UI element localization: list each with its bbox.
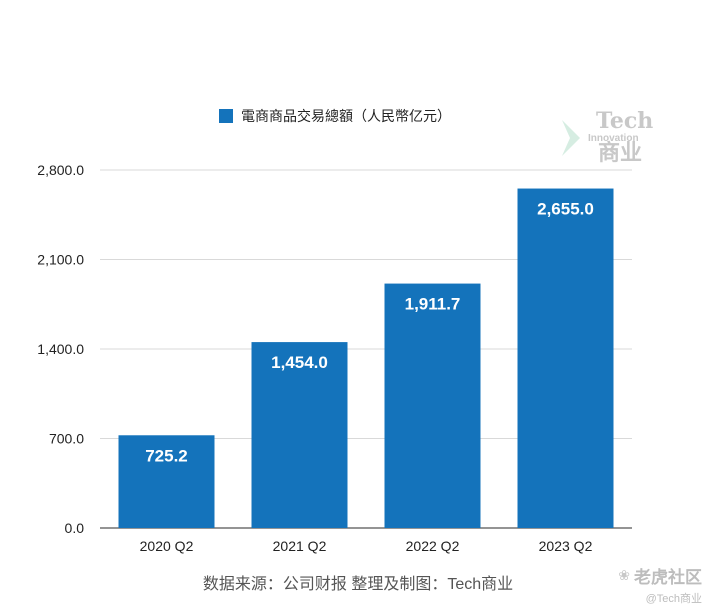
watermark-cn: 商业 xyxy=(598,140,642,165)
y-tick-label: 2,800.0 xyxy=(37,162,84,178)
x-tick-label: 2021 Q2 xyxy=(273,538,327,554)
x-tick-label: 2020 Q2 xyxy=(140,538,194,554)
bar xyxy=(384,283,481,528)
bars: 725.2 1,454.0 1,911.7 2,655.0 xyxy=(118,188,614,528)
y-tick-label: 0.0 xyxy=(65,520,85,536)
y-tick-label: 700.0 xyxy=(49,431,84,447)
x-axis: 2020 Q2 2021 Q2 2022 Q2 2023 Q2 xyxy=(140,538,593,554)
forum-name: 老虎社区 xyxy=(634,568,702,587)
paw-icon: ❀ xyxy=(618,567,630,583)
y-axis: 0.0 700.0 1,400.0 2,100.0 2,800.0 xyxy=(37,162,84,536)
watermark-innovation: Innovation xyxy=(588,133,639,144)
x-tick-label: 2023 Q2 xyxy=(539,538,593,554)
bar xyxy=(517,188,614,528)
x-tick-label: 2022 Q2 xyxy=(406,538,460,554)
legend-label: 電商商品交易總額（人民幣亿元） xyxy=(241,108,451,124)
forum-handle: @Tech商业 xyxy=(645,593,702,605)
y-tick-label: 1,400.0 xyxy=(37,341,84,357)
bar-value-label: 1,911.7 xyxy=(405,295,461,314)
bar xyxy=(251,342,348,528)
bar xyxy=(118,435,215,528)
bar-chart: Tech Innovation 商业 電商商品交易總額（人民幣亿元） 725.2… xyxy=(37,108,653,554)
source-note: 数据来源：公司财报 整理及制图：Tech商业 xyxy=(202,576,514,593)
bar-value-label: 725.2 xyxy=(145,446,188,465)
legend-swatch xyxy=(219,109,233,123)
y-tick-label: 2,100.0 xyxy=(37,252,84,268)
watermark-arrow-icon xyxy=(562,120,580,156)
forum-watermark: ❀ 老虎社区 xyxy=(618,563,702,588)
bar-value-label: 1,454.0 xyxy=(271,353,328,372)
watermark-tech: Tech xyxy=(596,108,653,134)
tech-business-watermark: Tech Innovation 商业 xyxy=(562,108,653,165)
bar-value-label: 2,655.0 xyxy=(537,200,594,219)
legend: 電商商品交易總額（人民幣亿元） xyxy=(219,108,451,124)
